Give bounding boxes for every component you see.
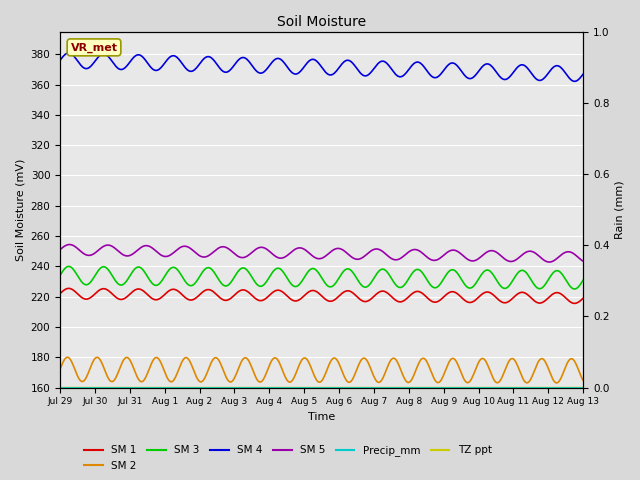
SM 1 xyxy=(365,298,373,303)
Precip_mm xyxy=(56,384,64,390)
SM 5 xyxy=(545,259,553,265)
Text: VR_met: VR_met xyxy=(70,42,118,52)
SM 2 xyxy=(63,354,71,360)
Line: SM 1: SM 1 xyxy=(60,288,583,303)
SM 3 xyxy=(294,283,301,289)
SM 1 xyxy=(150,296,157,302)
TZ ppt xyxy=(450,384,458,390)
SM 5 xyxy=(406,248,414,254)
SM 4 xyxy=(191,66,199,72)
X-axis label: Time: Time xyxy=(308,412,335,422)
SM 5 xyxy=(191,250,199,255)
TZ ppt xyxy=(579,384,587,390)
SM 4 xyxy=(294,71,301,76)
SM 1 xyxy=(579,295,587,301)
Precip_mm xyxy=(406,384,413,390)
SM 3 xyxy=(191,280,199,286)
SM 1 xyxy=(191,296,199,301)
SM 1 xyxy=(56,291,64,297)
SM 1 xyxy=(451,289,459,295)
SM 5 xyxy=(56,247,64,252)
SM 2 xyxy=(406,379,414,384)
SM 1 xyxy=(406,292,414,298)
SM 4 xyxy=(406,65,414,71)
SM 2 xyxy=(451,357,459,362)
Precip_mm xyxy=(191,384,198,390)
SM 3 xyxy=(579,277,587,283)
SM 1 xyxy=(571,300,579,306)
SM 2 xyxy=(294,366,301,372)
SM 5 xyxy=(365,249,373,255)
SM 5 xyxy=(451,247,459,253)
Title: Soil Moisture: Soil Moisture xyxy=(277,15,366,29)
Precip_mm xyxy=(450,384,458,390)
SM 4 xyxy=(65,50,72,56)
SM 4 xyxy=(56,58,64,63)
SM 3 xyxy=(365,282,373,288)
SM 1 xyxy=(294,298,301,303)
TZ ppt xyxy=(406,384,413,390)
SM 1 xyxy=(65,286,72,291)
Line: SM 3: SM 3 xyxy=(60,266,583,289)
TZ ppt xyxy=(191,384,198,390)
Y-axis label: Rain (mm): Rain (mm) xyxy=(615,180,625,239)
Line: SM 2: SM 2 xyxy=(60,357,583,383)
TZ ppt xyxy=(293,384,301,390)
TZ ppt xyxy=(56,384,64,390)
SM 3 xyxy=(571,286,579,292)
SM 2 xyxy=(553,380,561,386)
SM 5 xyxy=(66,241,74,247)
Line: SM 4: SM 4 xyxy=(60,53,583,81)
SM 5 xyxy=(294,245,301,251)
Legend: SM 1, SM 2, SM 3, SM 4, SM 5, Precip_mm, TZ ppt: SM 1, SM 2, SM 3, SM 4, SM 5, Precip_mm,… xyxy=(80,441,496,475)
SM 3 xyxy=(65,264,72,269)
SM 5 xyxy=(150,246,157,252)
SM 4 xyxy=(451,61,459,67)
Precip_mm xyxy=(365,384,372,390)
SM 4 xyxy=(150,67,157,72)
TZ ppt xyxy=(365,384,372,390)
SM 3 xyxy=(406,273,414,279)
Precip_mm xyxy=(293,384,301,390)
SM 3 xyxy=(451,268,459,274)
SM 4 xyxy=(579,71,587,77)
SM 2 xyxy=(56,366,64,372)
SM 4 xyxy=(571,78,579,84)
Line: SM 5: SM 5 xyxy=(60,244,583,262)
SM 2 xyxy=(150,357,157,362)
Y-axis label: Soil Moisture (mV): Soil Moisture (mV) xyxy=(15,158,25,261)
SM 3 xyxy=(150,282,157,288)
TZ ppt xyxy=(148,384,156,390)
SM 5 xyxy=(579,258,587,264)
SM 2 xyxy=(579,378,587,384)
Precip_mm xyxy=(579,384,587,390)
Precip_mm xyxy=(148,384,156,390)
SM 3 xyxy=(56,273,64,278)
SM 2 xyxy=(191,372,199,378)
SM 4 xyxy=(365,71,373,77)
SM 2 xyxy=(365,362,373,368)
